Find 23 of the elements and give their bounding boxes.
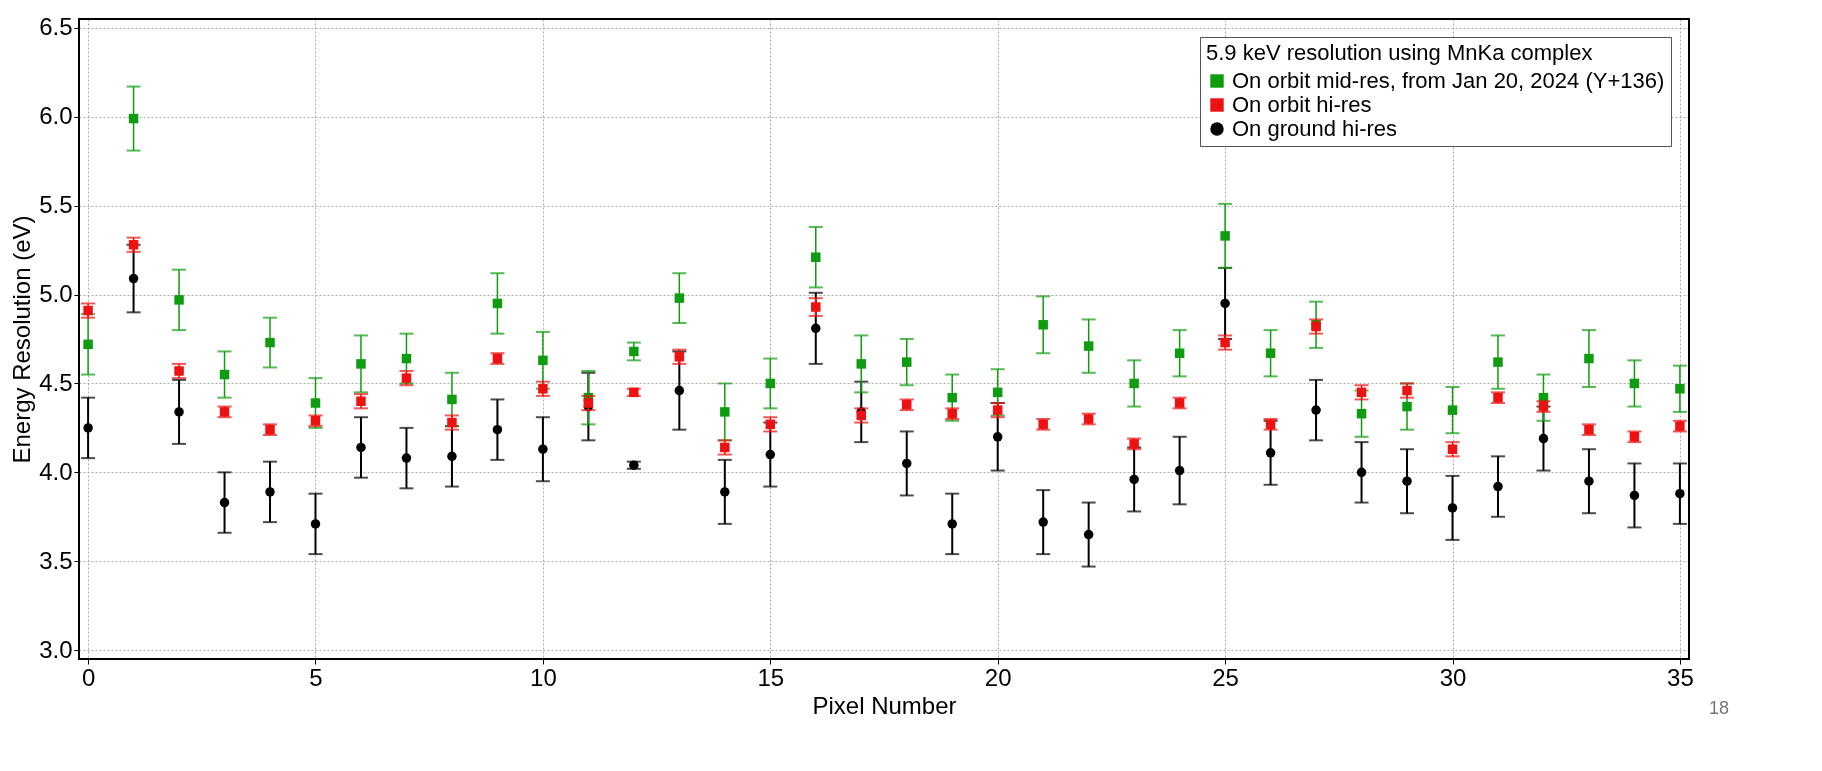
x-tick-label: 25 <box>1212 663 1239 691</box>
x-tick-label: 10 <box>530 663 557 691</box>
legend-label: On orbit hi-res <box>1232 92 1372 117</box>
y-tick-label: 5.5 <box>39 191 73 219</box>
y-tick-label: 6.0 <box>39 102 73 130</box>
x-tick-label: 30 <box>1439 663 1467 691</box>
x-tick-label: 35 <box>1667 663 1694 691</box>
legend-title: 5.9 keV resolution using MnKa complex <box>1206 40 1593 65</box>
x-tick-label: 20 <box>984 663 1012 691</box>
y-tick-label: 3.0 <box>39 635 73 663</box>
x-tick-label: 0 <box>81 663 96 691</box>
y-tick-label: 5.0 <box>39 280 73 308</box>
y-tick-label: 4.0 <box>39 457 73 485</box>
legend-label: On ground hi-res <box>1232 116 1398 141</box>
x-axis-title: Pixel Number <box>812 691 957 719</box>
y-tick-label: 3.5 <box>39 546 73 574</box>
y-tick-label: 6.5 <box>39 13 73 41</box>
text: 18 <box>1708 698 1729 718</box>
y-axis-title: Energy Resolution (eV) <box>8 215 36 464</box>
x-tick-label: 15 <box>757 663 785 691</box>
legend-label: On orbit mid-res, from Jan 20, 2024 (Y+136) <box>1232 68 1665 93</box>
x-tick-label: 5 <box>309 663 323 691</box>
y-tick-label: 4.5 <box>39 368 73 396</box>
